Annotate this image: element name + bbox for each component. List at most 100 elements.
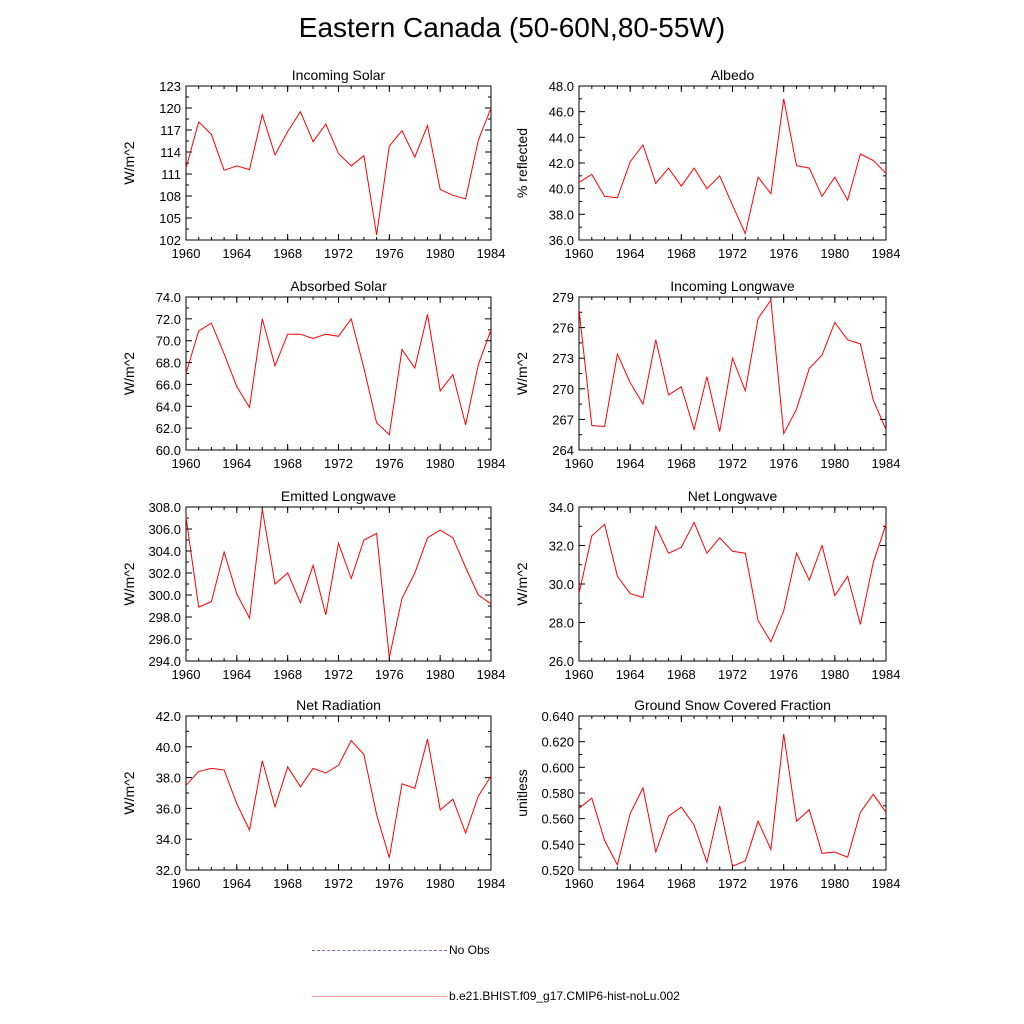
chart-panel-2: Albedo 1960 1964 1968 1972 1976 1980 1984 36.0 38… [514, 67, 900, 261]
x-tick-label: 1972 [718, 876, 747, 891]
chart-title: Net Radiation [296, 697, 381, 713]
x-tick-label: 1960 [172, 246, 201, 261]
x-tick-label: 1968 [667, 876, 696, 891]
x-tick-label: 1972 [718, 667, 747, 682]
x-tick-label: 1964 [222, 667, 251, 682]
y-tick-label: 74.0 [156, 290, 181, 305]
chart-panel-3: Absorbed Solar 1960 1964 1968 1972 1976 1980 19… [121, 278, 505, 471]
y-tick-label: 30.0 [549, 577, 574, 592]
y-tick-label: 38.0 [549, 207, 574, 222]
x-tick-label: 1976 [375, 246, 404, 261]
y-axis-label: W/m^2 [121, 352, 137, 395]
y-tick-label: 294.0 [148, 654, 181, 669]
series-line [578, 298, 887, 436]
y-tick-label: 40.0 [156, 740, 181, 755]
plot-frame [578, 296, 887, 451]
y-tick-label: 42.0 [156, 709, 181, 724]
x-tick-label: 1976 [375, 667, 404, 682]
figure-title: Eastern Canada (50-60N,80-55W) [298, 12, 726, 43]
legend-label-no-obs: No Obs [449, 943, 490, 957]
y-tick-label: 44.0 [549, 130, 574, 145]
x-tick-label: 1960 [565, 246, 594, 261]
x-tick-label: 1964 [222, 876, 251, 891]
x-tick-label: 1984 [872, 876, 901, 891]
x-tick-label: 1960 [565, 667, 594, 682]
x-tick-label: 1972 [718, 246, 747, 261]
y-tick-label: 26.0 [549, 654, 574, 669]
y-tick-label: 40.0 [549, 182, 574, 197]
y-tick-label: 302.0 [148, 566, 181, 581]
y-axis-label: W/m^2 [514, 562, 530, 605]
y-tick-label: 46.0 [549, 105, 574, 120]
y-tick-label: 0.520 [541, 863, 574, 878]
y-tick-label: 66.0 [156, 377, 181, 392]
y-tick-label: 0.620 [541, 735, 574, 750]
x-tick-label: 1984 [477, 456, 506, 471]
y-tick-label: 306.0 [148, 522, 181, 537]
series-line [578, 98, 887, 236]
x-tick-label: 1984 [872, 246, 901, 261]
x-tick-label: 1984 [872, 456, 901, 471]
chart-title: Emitted Longwave [281, 488, 396, 504]
chart-title: Incoming Solar [292, 67, 386, 83]
y-tick-label: 273 [552, 351, 574, 366]
y-tick-label: 300.0 [148, 588, 181, 603]
y-tick-label: 32.0 [549, 539, 574, 554]
series-line [578, 521, 887, 643]
y-axis-label: % reflected [514, 128, 530, 198]
y-axis-label: W/m^2 [121, 141, 137, 184]
legend-entry-no-obs: No Obs [312, 942, 612, 960]
plot-frame [185, 85, 492, 241]
y-axis-label: W/m^2 [121, 771, 137, 814]
x-tick-label: 1964 [616, 246, 645, 261]
x-tick-label: 1976 [375, 456, 404, 471]
x-tick-label: 1972 [324, 246, 353, 261]
chart-panel-7: Net Radiation 1960 1964 1968 1972 1976 1980 198… [121, 697, 505, 891]
x-tick-label: 1964 [616, 667, 645, 682]
x-tick-label: 1968 [273, 667, 302, 682]
x-tick-label: 1960 [172, 667, 201, 682]
y-tick-label: 60.0 [156, 443, 181, 458]
y-tick-label: 279 [552, 290, 574, 305]
x-tick-label: 1976 [769, 667, 798, 682]
x-tick-label: 1980 [426, 246, 455, 261]
y-tick-label: 111 [161, 167, 181, 182]
chart-title: Incoming Longwave [670, 278, 795, 294]
x-tick-label: 1968 [667, 456, 696, 471]
y-tick-label: 72.0 [156, 312, 181, 327]
x-tick-label: 1964 [616, 876, 645, 891]
y-tick-label: 267 [552, 412, 574, 427]
chart-title: Ground Snow Covered Fraction [634, 697, 831, 713]
plot-frame [578, 506, 887, 662]
x-tick-label: 1984 [477, 667, 506, 682]
legend-swatch-model [312, 996, 447, 997]
y-tick-label: 36.0 [156, 801, 181, 816]
chart-title: Absorbed Solar [290, 278, 387, 294]
series-line [185, 314, 492, 436]
series-line [578, 733, 887, 867]
legend-swatch-no-obs [312, 950, 447, 951]
x-tick-label: 1968 [273, 456, 302, 471]
chart-panel-1: Incoming Solar 1960 1964 1968 1972 1976 1980 19… [121, 67, 505, 261]
x-tick-label: 1964 [616, 456, 645, 471]
series-line [185, 738, 492, 858]
x-tick-label: 1984 [872, 667, 901, 682]
y-tick-label: 48.0 [549, 79, 574, 94]
y-tick-label: 264 [552, 443, 574, 458]
x-tick-label: 1980 [820, 456, 849, 471]
y-tick-label: 308.0 [148, 500, 181, 515]
y-tick-label: 108 [159, 189, 181, 204]
x-tick-label: 1980 [820, 246, 849, 261]
x-tick-label: 1976 [769, 876, 798, 891]
y-tick-label: 304.0 [148, 544, 181, 559]
y-tick-label: 38.0 [156, 771, 181, 786]
chart-panel-6: Net Longwave 1960 1964 1968 1972 1976 1980 1984… [514, 488, 900, 682]
y-tick-label: 270 [552, 382, 574, 397]
x-tick-label: 1980 [426, 456, 455, 471]
chart-title: Net Longwave [688, 488, 778, 504]
y-tick-label: 276 [552, 321, 574, 336]
y-tick-label: 296.0 [148, 632, 181, 647]
y-tick-label: 117 [160, 123, 181, 138]
x-tick-label: 1968 [667, 667, 696, 682]
y-tick-label: 102 [159, 233, 181, 248]
